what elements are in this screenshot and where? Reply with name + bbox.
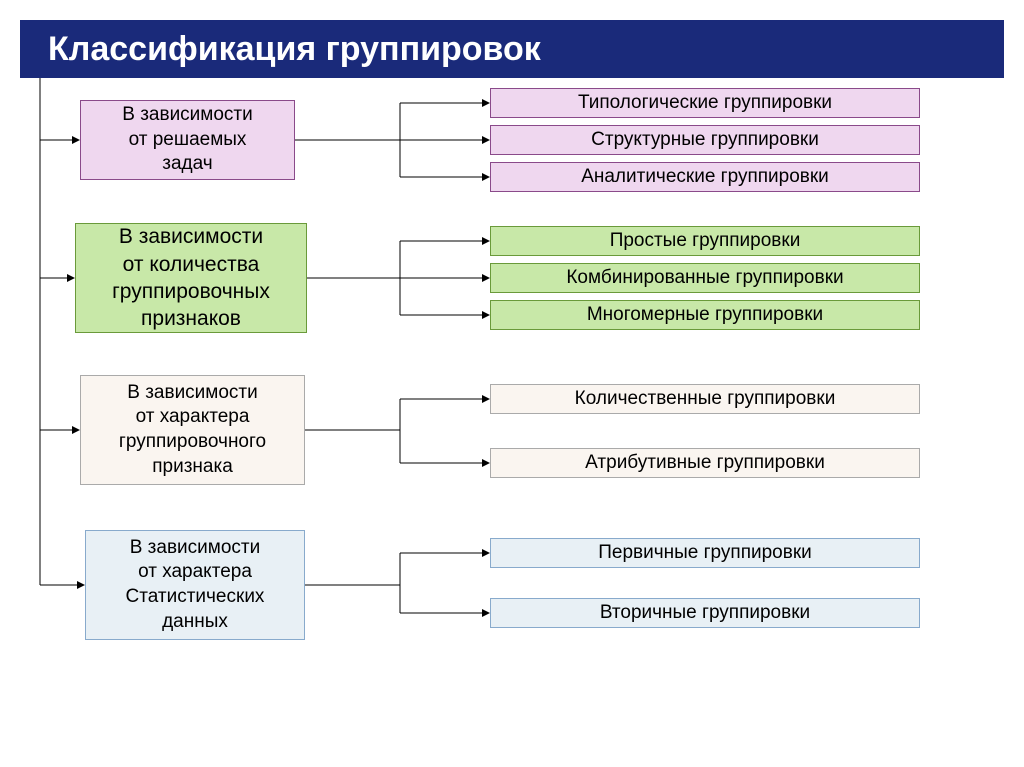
child-box-0-0: Типологические группировки bbox=[490, 88, 920, 118]
page-title: Классификация группировок bbox=[20, 20, 1004, 78]
child-box-1-0: Простые группировки bbox=[490, 226, 920, 256]
child-box-3-0: Первичные группировки bbox=[490, 538, 920, 568]
child-box-1-2: Многомерные группировки bbox=[490, 300, 920, 330]
child-box-1-1: Комбинированные группировки bbox=[490, 263, 920, 293]
parent-box-0: В зависимостиот решаемыхзадач bbox=[80, 100, 295, 180]
child-box-2-0: Количественные группировки bbox=[490, 384, 920, 414]
parent-box-3: В зависимостиот характераСтатистическихд… bbox=[85, 530, 305, 640]
parent-box-2: В зависимостиот характерагруппировочного… bbox=[80, 375, 305, 485]
parent-box-1: В зависимостиот количествагруппировочных… bbox=[75, 223, 307, 333]
child-box-0-2: Аналитические группировки bbox=[490, 162, 920, 192]
child-box-3-1: Вторичные группировки bbox=[490, 598, 920, 628]
child-box-0-1: Структурные группировки bbox=[490, 125, 920, 155]
child-box-2-1: Атрибутивные группировки bbox=[490, 448, 920, 478]
